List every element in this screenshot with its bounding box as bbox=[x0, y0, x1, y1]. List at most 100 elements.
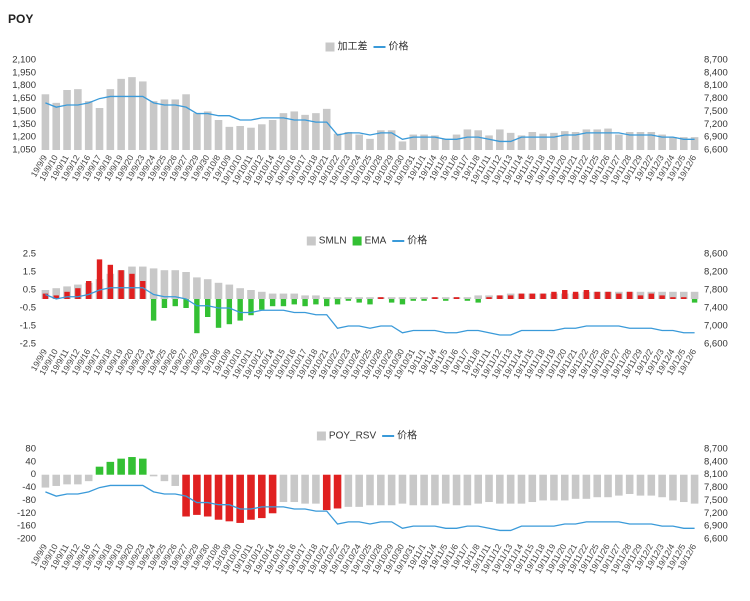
bar bbox=[626, 291, 633, 299]
bar bbox=[171, 474, 180, 486]
price-line bbox=[45, 95, 695, 143]
bar bbox=[496, 129, 504, 150]
bar bbox=[334, 299, 341, 305]
bar bbox=[139, 458, 147, 475]
bar bbox=[593, 474, 601, 498]
bar bbox=[203, 111, 212, 150]
legend-swatch bbox=[352, 236, 362, 246]
bar bbox=[215, 299, 222, 328]
bar bbox=[399, 299, 406, 305]
bar bbox=[74, 89, 82, 150]
bar bbox=[518, 293, 525, 299]
bar bbox=[355, 297, 363, 299]
bar bbox=[128, 457, 136, 475]
bar bbox=[161, 299, 168, 308]
legend-swatch bbox=[306, 236, 316, 246]
y2-tick-label: 7,200 bbox=[704, 508, 728, 519]
bar bbox=[637, 295, 644, 299]
bar bbox=[312, 113, 320, 150]
bar bbox=[398, 297, 407, 299]
bar bbox=[441, 297, 450, 299]
bar bbox=[258, 124, 266, 150]
bar bbox=[475, 299, 481, 303]
legend-label: EMA bbox=[365, 236, 387, 247]
bar bbox=[84, 101, 93, 150]
legend: 加工差 价格 bbox=[325, 40, 409, 53]
bar bbox=[409, 474, 418, 506]
bar bbox=[139, 81, 147, 150]
bar bbox=[398, 474, 407, 504]
bar bbox=[183, 299, 189, 308]
chart-panel: 1,050 1,200 1,350 1,500 1,650 1,800 1,9502,100… bbox=[12, 40, 728, 187]
y2-tick-label: 8,400 bbox=[704, 67, 728, 78]
bar bbox=[322, 474, 331, 511]
bar bbox=[214, 474, 223, 520]
bar bbox=[312, 474, 320, 504]
bar bbox=[290, 293, 299, 299]
bar bbox=[345, 299, 352, 301]
y-tick-label: 1,350 bbox=[12, 119, 36, 130]
bar bbox=[485, 135, 493, 150]
bar bbox=[75, 288, 81, 299]
bar bbox=[669, 137, 677, 150]
bar bbox=[594, 291, 600, 299]
bar bbox=[171, 270, 180, 299]
bar bbox=[604, 128, 612, 150]
y-tick-label: -1.5 bbox=[20, 321, 36, 332]
bar bbox=[236, 126, 244, 150]
y2-tick-label: 8,400 bbox=[704, 456, 728, 467]
bar bbox=[128, 77, 136, 150]
legend: SMLN EMA 价格 bbox=[306, 234, 427, 247]
bar bbox=[463, 129, 472, 150]
bar bbox=[63, 90, 71, 150]
bar bbox=[529, 293, 535, 299]
bar bbox=[636, 132, 645, 150]
bar bbox=[279, 293, 288, 299]
bar bbox=[74, 474, 82, 485]
bar bbox=[42, 293, 49, 299]
bar bbox=[420, 134, 428, 150]
bar bbox=[344, 474, 353, 507]
bar bbox=[593, 129, 601, 150]
bar bbox=[420, 297, 428, 299]
y-tick-label: -160 bbox=[17, 521, 36, 532]
bar bbox=[301, 474, 309, 504]
bar bbox=[572, 291, 579, 299]
bar bbox=[344, 297, 353, 299]
bar bbox=[474, 295, 482, 299]
y-tick-label: -40 bbox=[22, 482, 36, 493]
y2-tick-label: 8,700 bbox=[704, 55, 728, 66]
bar bbox=[41, 474, 50, 488]
bar bbox=[160, 474, 169, 482]
bar bbox=[95, 466, 104, 475]
y2-tick-label: 8,600 bbox=[704, 249, 728, 260]
y-tick-label: 1,050 bbox=[12, 145, 36, 156]
bar bbox=[225, 284, 234, 299]
bar bbox=[636, 474, 645, 496]
bar bbox=[247, 127, 255, 150]
y-tick-label: -120 bbox=[17, 508, 36, 519]
bar bbox=[582, 129, 591, 150]
y2-tick-label: 8,100 bbox=[704, 469, 728, 480]
bar bbox=[366, 138, 374, 150]
bar bbox=[517, 135, 526, 150]
bar bbox=[84, 474, 93, 482]
legend-swatch bbox=[316, 431, 326, 441]
bar bbox=[225, 474, 234, 522]
bar bbox=[517, 474, 526, 504]
bar bbox=[291, 299, 297, 305]
bar bbox=[214, 120, 223, 150]
bar bbox=[506, 474, 515, 504]
bar bbox=[236, 288, 244, 299]
bar bbox=[605, 291, 611, 299]
bar bbox=[658, 134, 666, 150]
y2-tick-label: 7,400 bbox=[704, 303, 728, 314]
bar bbox=[582, 474, 591, 499]
bar bbox=[205, 299, 211, 317]
bar bbox=[669, 474, 677, 501]
bar bbox=[528, 132, 537, 150]
bar bbox=[560, 131, 569, 150]
bar bbox=[64, 291, 70, 299]
